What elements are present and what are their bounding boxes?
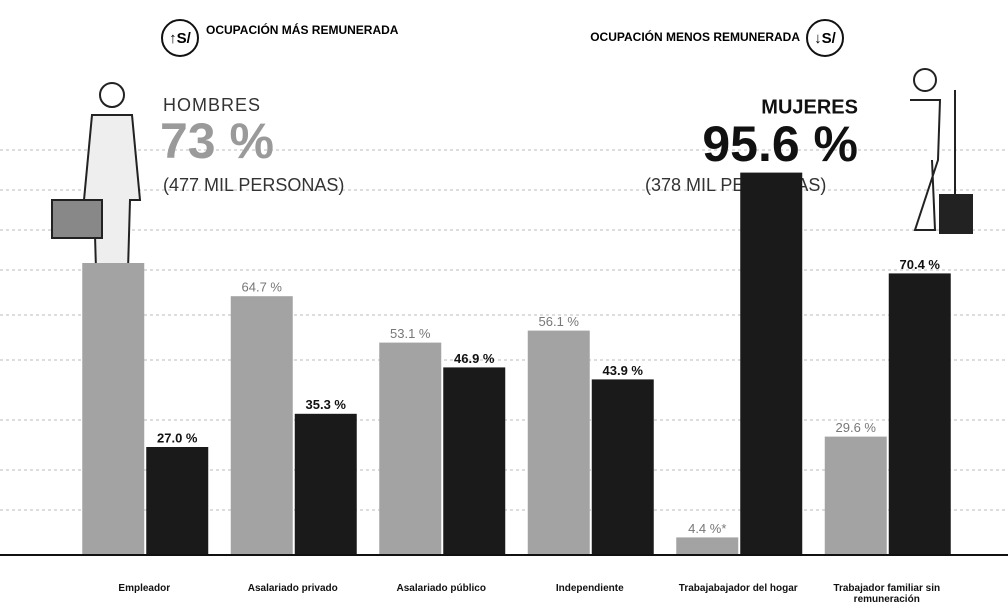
bar [443,367,505,555]
bar [379,343,441,555]
bar [528,331,590,555]
bar [146,447,208,555]
big-value-label: 73 % [160,113,274,169]
value-label: 56.1 % [539,314,580,329]
value-label: 35.3 % [306,397,347,412]
bar [889,273,951,555]
series-name: MUJERES [761,96,858,118]
x-tick-label: Independiente [530,583,650,594]
bar [676,537,738,555]
x-tick-label: Asalariado privado [233,583,353,594]
x-tick-label: Empleador [84,583,204,594]
value-label: 46.9 % [454,351,495,366]
woman-figure [910,69,972,233]
x-tick-label: Trabajabajador del hogar [678,583,798,594]
series-name: HOMBRES [163,95,261,115]
big-value-label: 95.6 % [702,116,858,172]
value-label: 43.9 % [603,363,644,378]
value-label: 29.6 % [836,420,877,435]
man-figure [52,83,140,270]
icon-text: ↓S/ [814,30,837,47]
value-label: 64.7 % [242,280,283,295]
bar [231,296,293,555]
x-tick-label: Asalariado público [381,583,501,594]
value-label: 70.4 % [900,257,941,272]
bar [740,173,802,555]
header-left-title: OCUPACIÓN MÁS REMUNERADA [206,22,399,37]
icon-text: ↑S/ [169,30,192,47]
bar [82,263,144,555]
bar [295,414,357,555]
header-right-title: OCUPACIÓN MENOS REMUNERADA [590,29,800,44]
x-tick-label: Trabajador familiar sin remuneración [827,583,947,605]
bar [825,437,887,555]
value-label: 4.4 %* [688,521,726,536]
annotation: (477 MIL PERSONAS) [163,175,344,195]
bar [592,379,654,555]
value-label: 27.0 % [157,430,198,445]
infographic: ↑S/ OCUPACIÓN MÁS REMUNERADA ↓S/ OCUPACI… [0,0,1008,609]
chart: ↑S/ OCUPACIÓN MÁS REMUNERADA ↓S/ OCUPACI… [0,0,1008,609]
value-label: 53.1 % [390,326,431,341]
